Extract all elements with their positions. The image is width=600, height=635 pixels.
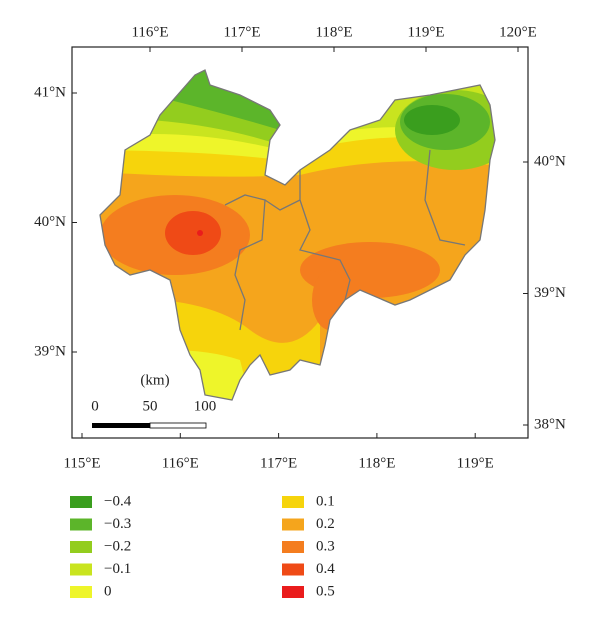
legend-swatch [70,518,92,531]
legend-swatch [282,496,304,508]
scale-bar-white [149,422,207,429]
tick-label: 119°E [407,24,444,40]
tick-label: 117°E [223,24,260,40]
legend-label: 0.4 [316,561,335,577]
legend-swatch [282,563,304,576]
map-frame [71,46,529,439]
tick-label: 118°E [315,24,352,40]
tick-label: 119°E [457,455,494,471]
tick-label: 118°E [358,455,395,471]
legend-swatch [282,586,304,598]
legend-label: 0 [104,583,112,599]
scale-label: 0 [91,398,99,414]
legend-label: −0.2 [104,538,131,554]
legend-swatch [70,541,92,553]
scale-bar-black [92,423,150,428]
legend-swatch [282,541,304,553]
legend-swatch [70,563,92,576]
scale-label: 100 [194,398,217,414]
legend-label: −0.1 [104,561,131,577]
legend-label: 0.2 [316,516,335,532]
tick-label: 39°N [534,285,566,301]
scale-unit: (km) [140,372,169,388]
boundaries [99,69,496,401]
scale-bar: (km) 0 50 100 [91,372,217,429]
tick-label: 116°E [162,455,199,471]
legend-swatch [70,586,92,598]
tick-label: 116°E [131,24,168,40]
tick-label: 40°N [534,153,566,169]
legend-label: 0.5 [316,583,335,599]
tick-label: 39°N [34,343,66,359]
tick-label: 117°E [260,455,297,471]
tick-label: 115°E [63,455,100,471]
tick-label: 38°N [534,416,566,432]
legend-label: −0.3 [104,516,131,532]
legend-swatch [70,496,92,508]
legend-label: −0.4 [104,493,132,509]
tick-label: 41°N [34,84,66,100]
tick-label: 40°N [34,214,66,230]
scale-label: 50 [143,398,158,414]
legend-label: 0.3 [316,538,335,554]
legend-swatch [282,518,304,531]
legend-label: 0.1 [316,493,335,509]
tick-label: 120°E [499,24,537,40]
